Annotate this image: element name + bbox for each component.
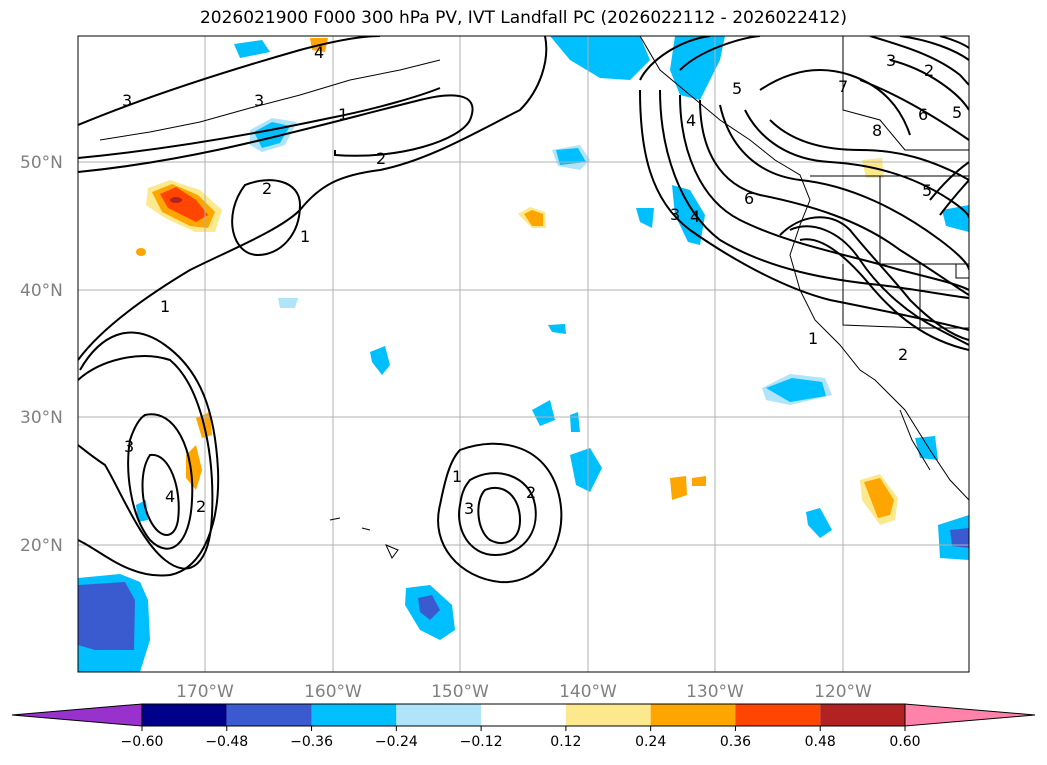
colorbar-tick-label: −0.36 bbox=[290, 734, 333, 750]
map-area bbox=[78, 36, 969, 672]
contour-label: 3 bbox=[670, 205, 680, 224]
colorbar-segment bbox=[226, 704, 312, 726]
colorbar-tick-label: −0.60 bbox=[121, 734, 164, 750]
colorbar-tick-label: 0.12 bbox=[550, 734, 581, 750]
colorbar-tick-label: −0.12 bbox=[460, 734, 503, 750]
contour-label: 4 bbox=[165, 487, 175, 506]
lat-label: 50°N bbox=[20, 153, 63, 173]
contour-label: 5 bbox=[922, 181, 932, 200]
contour-labels: 3 3 1 2 2 1 1 3 4 2 1 3 2 4 5 4 7 3 2 8 … bbox=[122, 43, 962, 518]
contour-label: 3 bbox=[254, 91, 264, 110]
colorbar-tick-label: −0.24 bbox=[375, 734, 418, 750]
colorbar-segment bbox=[311, 704, 397, 726]
lon-label: 120°W bbox=[814, 682, 872, 702]
colorbar-segment bbox=[396, 704, 482, 726]
contour-label: 3 bbox=[124, 437, 134, 456]
contour-label: 4 bbox=[686, 111, 696, 130]
contour-label: 3 bbox=[886, 51, 896, 70]
contour-label: 4 bbox=[314, 43, 324, 62]
contour-label: 2 bbox=[526, 483, 536, 502]
lat-label: 40°N bbox=[20, 281, 63, 301]
contour-label: 2 bbox=[898, 345, 908, 364]
contour-label: 3 bbox=[122, 91, 132, 110]
lon-label: 160°W bbox=[304, 682, 362, 702]
colorbar-tick-label: 0.36 bbox=[720, 734, 751, 750]
colorbar-frame bbox=[141, 703, 906, 727]
colorbar-tick-label: 0.24 bbox=[635, 734, 666, 750]
colorbar-extend-low bbox=[11, 703, 143, 727]
lon-label: 140°W bbox=[559, 682, 617, 702]
colorbar-tick-label: 0.48 bbox=[805, 734, 836, 750]
contour-label: 1 bbox=[160, 297, 170, 316]
lat-axis: 50°N 40°N 30°N 20°N bbox=[20, 153, 63, 556]
lat-label: 20°N bbox=[20, 536, 63, 556]
contour-label: 1 bbox=[452, 467, 462, 486]
colorbar-segment bbox=[650, 704, 736, 726]
contour-label: 4 bbox=[690, 207, 700, 226]
contour-label: 1 bbox=[300, 227, 310, 246]
contour-label: 1 bbox=[808, 329, 818, 348]
colorbar-segment bbox=[735, 704, 821, 726]
colorbar-segment bbox=[142, 704, 227, 726]
contour-label: 3 bbox=[464, 499, 474, 518]
contour-label: 2 bbox=[196, 497, 206, 516]
lon-axis: 170°W 160°W 150°W 140°W 130°W 120°W bbox=[176, 682, 872, 702]
colorbar-tick-label: −0.48 bbox=[205, 734, 248, 750]
ivt-contours bbox=[78, 36, 969, 584]
contour-label: 6 bbox=[744, 189, 754, 208]
contour-label: 5 bbox=[952, 103, 962, 122]
colorbar-extend-high bbox=[904, 703, 1036, 727]
colorbar-segment bbox=[565, 704, 651, 726]
contour-label: 8 bbox=[872, 121, 882, 140]
contour-label: 2 bbox=[376, 149, 386, 168]
colorbar-segment bbox=[820, 704, 905, 726]
plot-title: 2026021900 F000 300 hPa PV, IVT Landfall… bbox=[199, 8, 847, 28]
contour-label: 5 bbox=[732, 79, 742, 98]
contour-label: 1 bbox=[338, 105, 348, 124]
lat-label: 30°N bbox=[20, 408, 63, 428]
lon-label: 170°W bbox=[176, 682, 234, 702]
contour-label: 6 bbox=[918, 105, 928, 124]
colorbar-tick-label: 0.60 bbox=[889, 734, 920, 750]
contour-label: 7 bbox=[838, 77, 848, 96]
map-border bbox=[77, 35, 970, 673]
lon-label: 130°W bbox=[686, 682, 744, 702]
contour-label: 2 bbox=[262, 179, 272, 198]
colorbar-segment bbox=[481, 704, 566, 726]
colorbar: −0.60 −0.48 −0.36 −0.24 −0.12 0.12 0.24 0.36 0.4… bbox=[11, 703, 1036, 750]
contour-label: 2 bbox=[924, 61, 934, 80]
lon-label: 150°W bbox=[431, 682, 489, 702]
